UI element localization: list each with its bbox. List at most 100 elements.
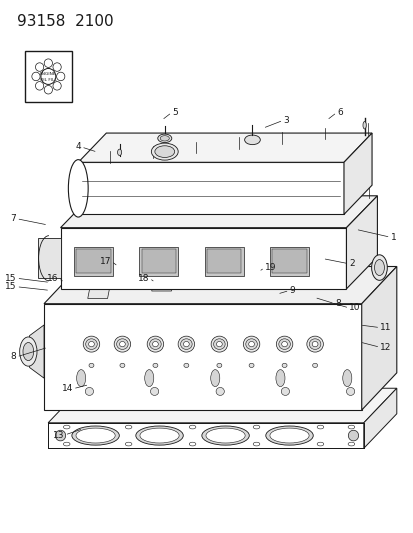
Text: 1: 1: [390, 233, 395, 242]
Ellipse shape: [85, 339, 97, 350]
Polygon shape: [272, 249, 306, 273]
Ellipse shape: [216, 387, 224, 395]
Polygon shape: [206, 249, 241, 273]
Polygon shape: [48, 423, 363, 448]
Ellipse shape: [68, 160, 88, 217]
Ellipse shape: [216, 342, 222, 347]
Polygon shape: [88, 286, 110, 298]
Text: 17: 17: [100, 257, 111, 265]
Ellipse shape: [278, 339, 290, 350]
Ellipse shape: [374, 260, 384, 276]
Ellipse shape: [145, 369, 153, 386]
Ellipse shape: [309, 339, 320, 350]
Ellipse shape: [41, 68, 56, 84]
Ellipse shape: [173, 273, 178, 277]
Ellipse shape: [306, 336, 323, 352]
Ellipse shape: [53, 82, 61, 90]
Text: 93158  2100: 93158 2100: [17, 14, 114, 29]
Text: 13: 13: [53, 431, 64, 440]
Ellipse shape: [316, 425, 323, 429]
Ellipse shape: [72, 426, 119, 445]
Ellipse shape: [63, 442, 70, 446]
Polygon shape: [288, 184, 312, 199]
Polygon shape: [139, 247, 178, 276]
Ellipse shape: [53, 63, 61, 71]
Ellipse shape: [275, 369, 284, 386]
Ellipse shape: [89, 364, 94, 368]
Ellipse shape: [160, 136, 169, 141]
Ellipse shape: [243, 336, 259, 352]
Ellipse shape: [125, 442, 132, 446]
Ellipse shape: [249, 364, 254, 368]
Ellipse shape: [292, 181, 309, 190]
Ellipse shape: [44, 85, 52, 94]
Ellipse shape: [189, 442, 195, 446]
Text: 8: 8: [11, 352, 17, 361]
Ellipse shape: [347, 430, 358, 441]
Polygon shape: [48, 388, 396, 423]
Ellipse shape: [311, 342, 317, 347]
Ellipse shape: [108, 281, 112, 285]
Polygon shape: [282, 256, 319, 264]
Ellipse shape: [253, 442, 259, 446]
Ellipse shape: [239, 266, 243, 269]
Ellipse shape: [83, 336, 100, 352]
Polygon shape: [38, 238, 60, 278]
Ellipse shape: [36, 63, 44, 71]
Ellipse shape: [249, 184, 266, 194]
Text: 4: 4: [75, 142, 81, 151]
Ellipse shape: [202, 426, 249, 445]
Ellipse shape: [76, 369, 85, 386]
Ellipse shape: [183, 364, 188, 368]
Polygon shape: [60, 228, 346, 289]
Polygon shape: [245, 188, 269, 203]
Ellipse shape: [157, 134, 171, 143]
Ellipse shape: [281, 342, 287, 347]
Ellipse shape: [291, 259, 295, 262]
Ellipse shape: [152, 364, 157, 368]
Ellipse shape: [20, 337, 37, 366]
Text: 19: 19: [264, 263, 275, 272]
Ellipse shape: [304, 259, 308, 262]
Ellipse shape: [144, 191, 150, 197]
Text: 16: 16: [47, 273, 58, 282]
Ellipse shape: [371, 255, 387, 280]
Polygon shape: [29, 325, 44, 378]
Ellipse shape: [245, 339, 257, 350]
Ellipse shape: [265, 426, 313, 445]
Ellipse shape: [346, 387, 354, 395]
Ellipse shape: [63, 425, 70, 429]
Ellipse shape: [108, 196, 114, 201]
Text: 15: 15: [5, 273, 17, 282]
Polygon shape: [78, 163, 343, 214]
Ellipse shape: [280, 387, 289, 395]
Polygon shape: [86, 279, 123, 287]
Ellipse shape: [147, 336, 163, 352]
Text: 14: 14: [62, 384, 73, 393]
Polygon shape: [217, 263, 254, 272]
Text: 10: 10: [349, 303, 360, 312]
Polygon shape: [60, 196, 377, 228]
Ellipse shape: [125, 425, 132, 429]
Ellipse shape: [120, 364, 125, 368]
Ellipse shape: [316, 442, 323, 446]
Ellipse shape: [189, 425, 195, 429]
Ellipse shape: [145, 181, 149, 185]
Ellipse shape: [269, 428, 309, 443]
Ellipse shape: [275, 336, 292, 352]
Ellipse shape: [116, 339, 128, 350]
Ellipse shape: [114, 336, 131, 352]
Ellipse shape: [85, 387, 93, 395]
Ellipse shape: [342, 369, 351, 386]
Ellipse shape: [150, 387, 158, 395]
Text: 6: 6: [336, 108, 342, 117]
Text: 3: 3: [282, 116, 288, 125]
Text: 8: 8: [334, 299, 340, 308]
Ellipse shape: [36, 82, 44, 90]
Polygon shape: [151, 278, 173, 291]
Ellipse shape: [23, 343, 33, 361]
Polygon shape: [152, 271, 189, 279]
Polygon shape: [281, 263, 304, 276]
Polygon shape: [76, 249, 110, 273]
Ellipse shape: [347, 425, 354, 429]
